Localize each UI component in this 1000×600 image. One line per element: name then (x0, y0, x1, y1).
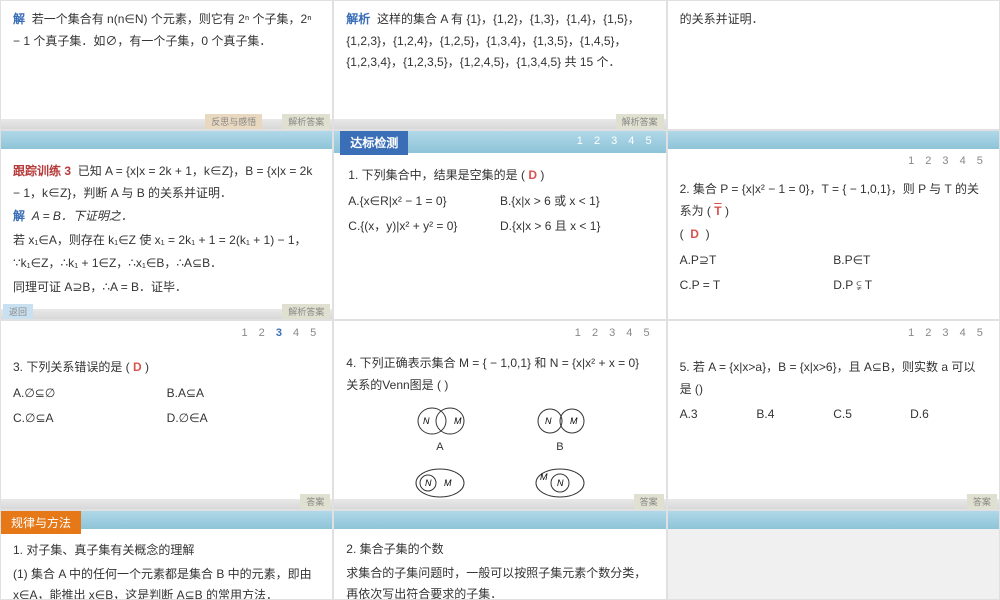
q1-d: D.{x|x > 6 且 x < 1} (500, 216, 652, 238)
page-nums[interactable]: 1 2 3 4 5 (575, 327, 654, 339)
rules-box: 规律与方法 (1, 511, 81, 534)
page-nums[interactable]: 1 2 3 4 5 (908, 155, 987, 167)
q3-c: C.∅⊆A (13, 408, 167, 430)
footer-answer[interactable]: 答案 (634, 494, 664, 509)
top-bar (668, 511, 999, 529)
cell-r2c2: 达标检测 1 2 3 4 5 1. 下列集合中，结果是空集的是 ( D ) A.… (333, 130, 666, 320)
q5-a: A.3 (680, 404, 757, 426)
svg-text:M: M (570, 416, 578, 426)
tab-active[interactable]: 达标检测 (340, 130, 408, 155)
q3-a: A.∅⊆∅ (13, 383, 167, 405)
q3-stem: 3. 下列关系错误的是 ( (13, 360, 130, 374)
footer-strip (668, 499, 999, 509)
q5-b: B.4 (756, 404, 833, 426)
q3-b: B.A⊆A (167, 383, 321, 405)
footer-strip (334, 499, 665, 509)
venn-d: MN (530, 466, 590, 500)
q1-ans: D (528, 168, 537, 182)
r4c1-l1: (1) 集合 A 中的任何一个元素都是集合 B 中的元素，即由 x∈A，能推出 … (13, 564, 320, 600)
cell-r4c2: 2. 集合子集的个数 求集合的子集问题时，一般可以按照子集元素个数分类，再依次写… (333, 510, 666, 600)
svg-text:M: M (540, 472, 548, 482)
svg-text:N: N (557, 478, 564, 488)
venn-row1: NM A NM B (346, 404, 653, 458)
q2-d: D.P ⫋ T (833, 275, 987, 297)
venn-a: NM (410, 404, 470, 438)
footer-answer[interactable]: 解析答案 (282, 304, 330, 319)
r2c1-l2: 若 x₁∈A，则存在 k₁∈Z 使 x₁ = 2k₁ + 1 = 2(k₁ + … (13, 230, 320, 252)
cell-r4c3 (667, 510, 1000, 600)
q4-stem: 4. 下列正确表示集合 M = { − 1,0,1} 和 N = {x|x² +… (346, 356, 639, 392)
page-nums[interactable]: 1 2 3 4 5 (908, 327, 987, 339)
footer-reflect[interactable]: 反思与感悟 (205, 114, 262, 129)
svg-text:N: N (545, 416, 552, 426)
svg-text:M: M (454, 416, 462, 426)
svg-text:M: M (444, 478, 452, 488)
cell-r3c2: 1 2 3 4 5 4. 下列正确表示集合 M = { − 1,0,1} 和 N… (333, 320, 666, 510)
r2c1-l3: ∵k₁∈Z，∴k₁ + 1∈Z，∴x₁∈B，∴A⊆B． (13, 253, 320, 275)
label-practice: 跟踪训练 3 (13, 164, 71, 178)
cell-r1c1: 解 若一个集合有 n(n∈N) 个元素，则它有 2ⁿ 个子集，2ⁿ − 1 个真… (0, 0, 333, 130)
tab-nums[interactable]: 1 2 3 4 5 (577, 135, 656, 147)
q2-a: A.P⊇T (680, 250, 834, 272)
svg-text:N: N (425, 478, 432, 488)
footer-back[interactable]: 返回 (3, 304, 33, 319)
top-bar (334, 511, 665, 529)
q1-a: A.{x∈R|x² − 1 = 0} (348, 191, 500, 213)
r2c1-l1: A = B．下证明之． (32, 209, 133, 223)
q5-stem: 5. 若 A = {x|x>a}，B = {x|x>6}，且 A⊆B，则实数 a… (680, 360, 976, 396)
footer-answer[interactable]: 答案 (300, 494, 330, 509)
q2-c: C.P = T (680, 275, 834, 297)
venn-c: NM (410, 466, 470, 500)
top-bar (1, 131, 332, 149)
r1c1-text: 若一个集合有 n(n∈N) 个元素，则它有 2ⁿ 个子集，2ⁿ − 1 个真子集… (13, 12, 312, 48)
q1-c: C.{(x，y)|x² + y² = 0} (348, 216, 500, 238)
cell-r4c1: 规律与方法 1. 对子集、真子集有关概念的理解 (1) 集合 A 中的任何一个元… (0, 510, 333, 600)
q3-d: D.∅∈A (167, 408, 321, 430)
venn-b: NM (530, 404, 590, 438)
q1-stem: 1. 下列集合中，结果是空集的是 ( (348, 168, 525, 182)
svg-text:N: N (423, 416, 430, 426)
r4c2-l1: 求集合的子集问题时，一般可以按照子集元素个数分类，再依次写出符合要求的子集． (346, 563, 653, 600)
cell-r3c1: 1 2 3 4 5 3. 下列关系错误的是 ( D ) A.∅⊆∅B.A⊆A C… (0, 320, 333, 510)
sol-label: 解 (13, 209, 25, 223)
label-analysis: 解析 (346, 12, 370, 26)
tab-row: 达标检测 1 2 3 4 5 (334, 131, 665, 153)
q5-d: D.6 (910, 404, 987, 426)
r4c1-l0: 1. 对子集、真子集有关概念的理解 (13, 540, 320, 562)
label-solution: 解 (13, 12, 25, 26)
cell-r3c3: 1 2 3 4 5 5. 若 A = {x|x>a}，B = {x|x>6}，且… (667, 320, 1000, 510)
footer-answer[interactable]: 解析答案 (282, 114, 330, 129)
cell-r1c2: 解析 这样的集合 A 有 {1}，{1,2}，{1,3}，{1,4}，{1,5}… (333, 0, 666, 130)
q1-b: B.{x|x > 6 或 x < 1} (500, 191, 652, 213)
top-bar (668, 131, 999, 149)
cell-r2c3: 1 2 3 4 5 2. 集合 P = {x|x² − 1 = 0}，T = {… (667, 130, 1000, 320)
footer-answer[interactable]: 答案 (967, 494, 997, 509)
cell-r1c3: 的关系并证明． (667, 0, 1000, 130)
r4c2-l0: 2. 集合子集的个数 (346, 539, 653, 561)
page-nums[interactable]: 1 2 3 4 5 (241, 327, 320, 339)
cell-r2c1: 跟踪训练 3 已知 A = {x|x = 2k + 1，k∈Z}，B = {x|… (0, 130, 333, 320)
q5-c: C.5 (833, 404, 910, 426)
footer-answer[interactable]: 解析答案 (616, 114, 664, 129)
r2c1-l4: 同理可证 A⊇B，∴A = B．证毕． (13, 277, 320, 299)
r1c3-text: 的关系并证明． (680, 9, 987, 31)
q3-ans: D (133, 360, 142, 374)
r1c2-text: 这样的集合 A 有 {1}，{1,2}，{1,3}，{1,4}，{1,5}，{1… (346, 12, 640, 69)
q2-b: B.P∈T (833, 250, 987, 272)
q2-ans: D (690, 227, 699, 241)
footer-strip (1, 499, 332, 509)
